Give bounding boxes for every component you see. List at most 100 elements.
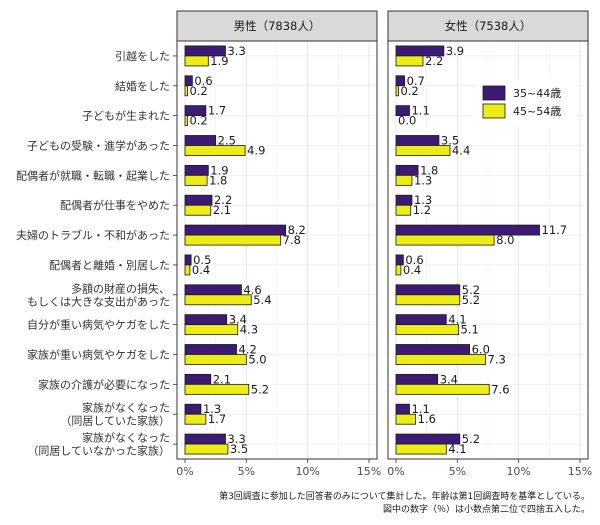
bar <box>395 224 540 236</box>
bar <box>184 344 237 355</box>
bar <box>395 344 470 355</box>
bar <box>395 264 402 276</box>
value-label: 4.9 <box>247 144 265 158</box>
value-label: 5.2 <box>462 293 480 307</box>
value-label: 1.6 <box>418 412 436 426</box>
legend-label: 45~54歳 <box>513 105 561 118</box>
value-label: 5.2 <box>251 382 269 396</box>
panel-border <box>176 40 378 460</box>
bar <box>395 284 461 296</box>
value-label: 3.4 <box>229 313 247 327</box>
bar <box>184 75 193 87</box>
bar <box>395 135 440 146</box>
panel-strip <box>387 10 589 42</box>
value-label: 0.2 <box>189 114 207 128</box>
value-label: 2.1 <box>213 372 231 386</box>
value-label: 2.1 <box>213 203 231 217</box>
y-category-label: 多額の財産の損失、もしくは大きな支出があった <box>27 281 170 308</box>
bar <box>184 105 207 117</box>
bar <box>395 373 439 385</box>
bar <box>395 204 412 216</box>
bar <box>395 314 447 326</box>
bar <box>184 403 202 415</box>
value-label: 1.9 <box>210 163 228 177</box>
bar <box>395 75 405 87</box>
value-label: 5.1 <box>461 323 479 337</box>
value-label: 3.9 <box>446 44 464 58</box>
value-label: 1.9 <box>210 54 228 68</box>
value-label: 11.7 <box>542 223 568 237</box>
y-category-label: 配偶者が仕事をやめた <box>60 198 170 212</box>
bar <box>184 284 242 296</box>
bar <box>395 403 410 415</box>
value-label: 1.7 <box>208 104 226 118</box>
x-tick-label: 10% <box>295 465 319 478</box>
legend-swatch <box>482 103 506 119</box>
value-label: 1.8 <box>420 163 438 177</box>
value-label: 7.8 <box>283 233 301 247</box>
bar <box>184 443 229 455</box>
bar <box>395 105 410 117</box>
y-category-label: 家族がなくなった（同居していなかった家族） <box>27 431 170 458</box>
bar <box>184 85 188 97</box>
value-label: 3.3 <box>227 432 245 446</box>
bar <box>395 294 461 306</box>
x-tick-label: 10% <box>506 465 530 478</box>
value-label: 7.6 <box>491 382 509 396</box>
bar <box>395 234 495 246</box>
panel-title: 男性（7838人） <box>234 19 321 33</box>
y-category-label: 子どもが生まれた <box>82 109 170 123</box>
y-category-label: 家族が重い病気やケガをした <box>27 348 170 362</box>
value-label: 3.3 <box>227 44 245 58</box>
value-label: 0.5 <box>193 253 211 267</box>
value-label: 8.0 <box>496 233 514 247</box>
panel-strip <box>176 10 378 42</box>
bar <box>184 224 286 236</box>
bar <box>395 145 451 156</box>
value-label: 1.3 <box>203 402 221 416</box>
bar <box>184 324 239 336</box>
bar <box>395 85 399 97</box>
value-label: 0.7 <box>407 74 425 88</box>
value-label: 7.3 <box>488 353 506 367</box>
x-tick-label: 0% <box>387 465 404 478</box>
bar <box>184 164 209 176</box>
value-label: 1.7 <box>208 412 226 426</box>
x-tick-label: 15% <box>357 465 381 478</box>
legend-label: 35~44歳 <box>513 87 561 100</box>
value-label: 4.6 <box>243 283 261 297</box>
value-label: 1.1 <box>411 402 429 416</box>
value-label: 0.2 <box>400 84 418 98</box>
value-label: 8.2 <box>288 223 306 237</box>
bar <box>184 55 209 67</box>
value-label: 4.2 <box>239 343 257 357</box>
x-tick-label: 5% <box>449 465 466 478</box>
bar <box>184 145 246 156</box>
value-label: 3.5 <box>441 134 459 148</box>
bar <box>184 383 250 395</box>
footnote-line-1: 第3回調査に参加した回答者のみについて集計した。年齢は第1回調査時を基準としてい… <box>219 492 590 502</box>
bar <box>395 55 424 67</box>
panel-border <box>387 40 589 460</box>
bar <box>395 413 417 425</box>
bar <box>184 204 212 216</box>
y-category-label: 夫婦のトラブル・不和があった <box>16 228 170 242</box>
bar <box>184 294 252 306</box>
panel-title: 女性（7538人） <box>445 19 532 33</box>
x-tick-label: 0% <box>176 465 193 478</box>
bar <box>395 194 413 206</box>
bar <box>395 174 413 186</box>
value-label: 4.1 <box>448 313 466 327</box>
bar <box>184 194 213 206</box>
value-label: 2.2 <box>214 193 232 207</box>
value-label: 3.5 <box>230 442 248 456</box>
bar <box>184 115 188 127</box>
value-label: 2.2 <box>425 54 443 68</box>
value-label: 0.6 <box>194 74 212 88</box>
bar <box>184 135 217 146</box>
value-label: 0.4 <box>192 263 210 277</box>
value-label: 4.4 <box>452 144 470 158</box>
bar <box>184 174 208 186</box>
value-label: 0.0 <box>398 114 416 128</box>
